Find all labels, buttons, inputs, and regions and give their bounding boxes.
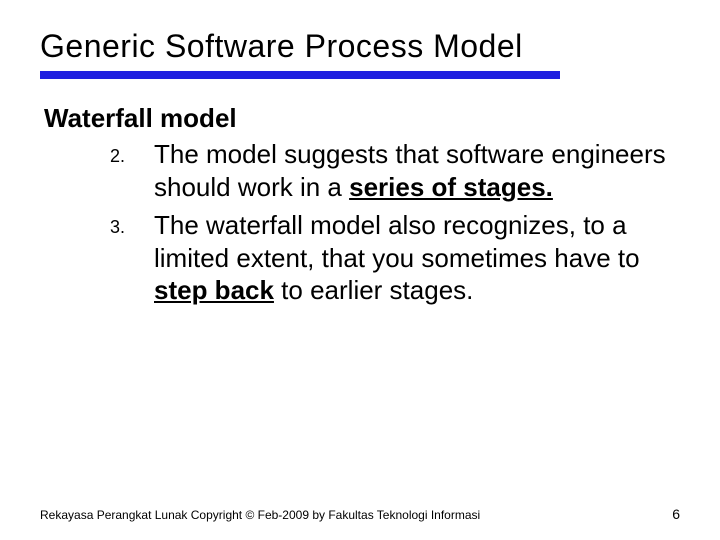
slide-footer: Rekayasa Perangkat Lunak Copyright © Feb…: [40, 506, 680, 522]
item-text: The model suggests that software enginee…: [154, 138, 680, 203]
footer-text: Rekayasa Perangkat Lunak Copyright © Feb…: [40, 508, 480, 522]
slide-container: Generic Software Process Model Waterfall…: [0, 0, 720, 540]
item-pre: The waterfall model also recognizes, to …: [154, 210, 640, 273]
item-emph: series of stages.: [349, 172, 553, 202]
page-number: 6: [672, 506, 680, 522]
item-post: to earlier stages.: [274, 275, 473, 305]
slide-subtitle: Waterfall model: [44, 103, 680, 134]
item-emph: step back: [154, 275, 274, 305]
slide-title: Generic Software Process Model: [40, 28, 680, 65]
list-item: 3. The waterfall model also recognizes, …: [110, 209, 680, 307]
content-list: 2. The model suggests that software engi…: [110, 138, 680, 307]
item-number: 2.: [110, 138, 154, 203]
item-number: 3.: [110, 209, 154, 307]
title-underline: [40, 71, 560, 79]
list-item: 2. The model suggests that software engi…: [110, 138, 680, 203]
item-text: The waterfall model also recognizes, to …: [154, 209, 680, 307]
